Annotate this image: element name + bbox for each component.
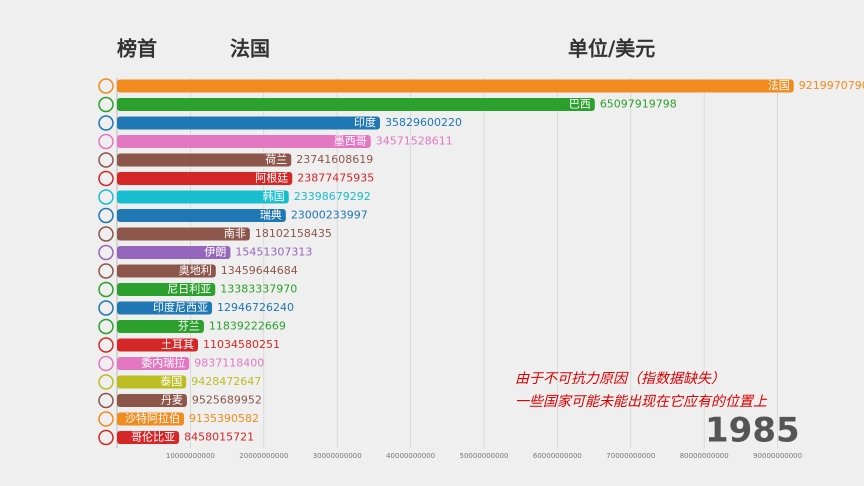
- bar-name: 泰国: [160, 374, 182, 388]
- value-label: 23000233997: [291, 209, 368, 222]
- annotation: 一些国家可能未能出现在它应有的位置上: [515, 394, 768, 410]
- leader: 法国: [230, 37, 270, 61]
- bar-name: 法国: [768, 78, 790, 92]
- row-marker: [98, 78, 114, 94]
- bar-name: 奥地利: [179, 263, 212, 277]
- bar-name: 沙特阿拉伯: [125, 411, 180, 425]
- bar-name: 巴西: [569, 98, 591, 111]
- bar: [117, 301, 213, 315]
- row-marker: [98, 133, 114, 150]
- row-marker: [98, 115, 114, 131]
- bar: [117, 190, 289, 204]
- year: 1985: [705, 411, 800, 451]
- bar: [117, 246, 231, 259]
- row-marker: [98, 411, 114, 427]
- x-tick-label: 20000000000: [239, 452, 288, 460]
- row-marker: [98, 226, 114, 242]
- bar-name: 墨西哥: [334, 135, 367, 148]
- value-label: 23398679292: [294, 190, 371, 203]
- value-label: 13459644684: [221, 264, 298, 277]
- row-marker: [98, 392, 114, 409]
- value-label: 15451307313: [235, 246, 312, 259]
- bar-name: 荷兰: [265, 153, 287, 166]
- bar-name: 芬兰: [178, 320, 200, 333]
- bar: [117, 320, 204, 333]
- bar-name: 阿根廷: [255, 171, 288, 185]
- bar-name: 哥伦比亚: [131, 430, 175, 444]
- row-marker: [98, 207, 114, 224]
- row-marker: [98, 189, 114, 205]
- row-marker: [98, 96, 114, 113]
- value-label: 12946726240: [217, 301, 294, 314]
- value-label: 23877475935: [297, 172, 374, 185]
- bar: [117, 264, 216, 278]
- x-tick-label: 40000000000: [386, 452, 435, 460]
- value-label: 92199707900: [799, 79, 864, 92]
- bar: [117, 209, 286, 222]
- bar: [117, 135, 371, 148]
- bar: [117, 412, 185, 426]
- bar-name: 丹麦: [161, 394, 183, 407]
- bar: [117, 394, 187, 407]
- value-label: 9428472647: [191, 375, 261, 388]
- bar-name: 韩国: [263, 189, 285, 203]
- bar-name: 尼日利亚: [167, 283, 211, 296]
- bar-name: 印度: [354, 115, 376, 129]
- row-marker: [98, 152, 114, 168]
- value-label: 9525689952: [192, 394, 262, 407]
- value-label: 9135390582: [189, 412, 259, 425]
- value-label: 11839222669: [209, 320, 286, 333]
- x-tick-label: 60000000000: [533, 452, 582, 460]
- value-label: 11034580251: [203, 338, 280, 351]
- row-marker: [98, 337, 114, 353]
- x-tick-label: 70000000000: [606, 452, 655, 460]
- bar: [117, 116, 380, 130]
- bar: [117, 283, 216, 296]
- x-tick-label: 80000000000: [680, 452, 729, 460]
- row-marker: [98, 263, 114, 279]
- value-label: 65097919798: [600, 98, 677, 111]
- bar-name: 印度尼西亚: [153, 300, 208, 314]
- value-label: 34571528611: [376, 135, 453, 148]
- annotation: 由于不可抗力原因（指数据缺失）: [515, 371, 725, 387]
- row-marker: [98, 318, 114, 335]
- bar-name: 土耳其: [161, 338, 194, 351]
- row-marker: [98, 244, 114, 261]
- bar: [117, 375, 187, 389]
- value-label: 23741608619: [296, 153, 373, 166]
- bar: [117, 153, 292, 167]
- x-tick-label: 90000000000: [753, 452, 802, 460]
- bar: [117, 431, 180, 444]
- bar-name: 伊朗: [204, 246, 226, 259]
- row-marker: [98, 429, 114, 446]
- bar-name: 委内瑞拉: [141, 356, 185, 370]
- title: 榜首: [117, 37, 157, 61]
- x-tick-label: 30000000000: [313, 452, 362, 460]
- row-marker: [98, 300, 114, 316]
- bar: [117, 227, 250, 241]
- x-tick-label: 10000000000: [166, 452, 215, 460]
- x-tick-label: 50000000000: [460, 452, 509, 460]
- bar: [117, 98, 595, 111]
- row-marker: [98, 281, 114, 298]
- value-label: 13383337970: [220, 283, 297, 296]
- bar-name: 南非: [224, 227, 246, 240]
- value-label: 35829600220: [385, 116, 462, 129]
- bar: [117, 172, 293, 185]
- unit: 单位/美元: [568, 37, 655, 61]
- value-label: 8458015721: [184, 431, 254, 444]
- bar-name: 瑞典: [260, 208, 282, 222]
- bar: [117, 357, 190, 370]
- row-marker: [98, 374, 114, 390]
- row-marker: [98, 355, 114, 372]
- value-label: 9837118400: [194, 357, 264, 370]
- row-marker: [98, 170, 114, 187]
- bar: [117, 338, 198, 352]
- bar: [117, 79, 794, 93]
- value-label: 18102158435: [255, 227, 332, 240]
